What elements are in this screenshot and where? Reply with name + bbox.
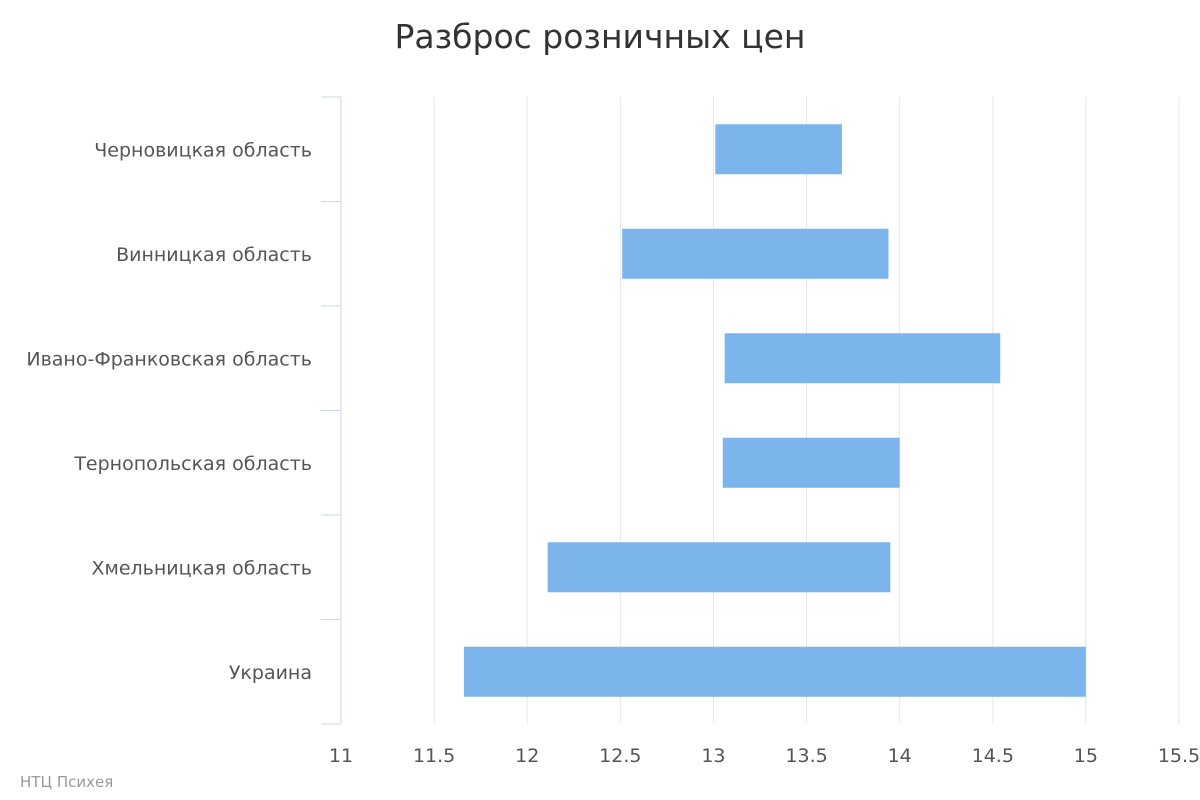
category-labels: Черновицкая область Винницкая область Иван… <box>26 139 312 684</box>
category-axis <box>321 96 342 725</box>
range-bar <box>715 124 842 175</box>
x-tick-label: 15 <box>1074 745 1098 767</box>
category-label: Тернопольская область <box>73 453 312 475</box>
credits-label: НТЦ Психея <box>20 773 114 791</box>
category-label: Ивано-Франковская область <box>26 348 312 370</box>
x-tick-label: 12.5 <box>599 745 641 767</box>
range-bar <box>547 542 891 593</box>
x-tick-label: 13.5 <box>785 745 827 767</box>
x-tick-label: 12 <box>515 745 539 767</box>
category-label: Хмельницкая область <box>91 557 312 579</box>
x-tick-label: 13 <box>701 745 725 767</box>
x-tick-labels: 11 11.5 12 12.5 13 13.5 14 14.5 15 15.5 <box>329 745 1200 767</box>
grid-lines <box>340 97 1180 724</box>
category-label: Украина <box>229 662 312 684</box>
range-bar <box>463 646 1086 697</box>
x-tick-label: 15.5 <box>1158 745 1200 767</box>
range-bar <box>622 228 889 279</box>
x-tick-label: 14 <box>888 745 912 767</box>
range-bar <box>724 333 1001 384</box>
x-tick-label: 11.5 <box>413 745 455 767</box>
range-bar <box>722 437 900 488</box>
x-tick-label: 11 <box>329 745 353 767</box>
category-label: Черновицкая область <box>94 139 312 161</box>
chart-title: Разброс розничных цен <box>395 17 806 56</box>
category-label: Винницкая область <box>116 244 312 266</box>
x-tick-label: 14.5 <box>972 745 1014 767</box>
bar-series <box>463 124 1086 697</box>
